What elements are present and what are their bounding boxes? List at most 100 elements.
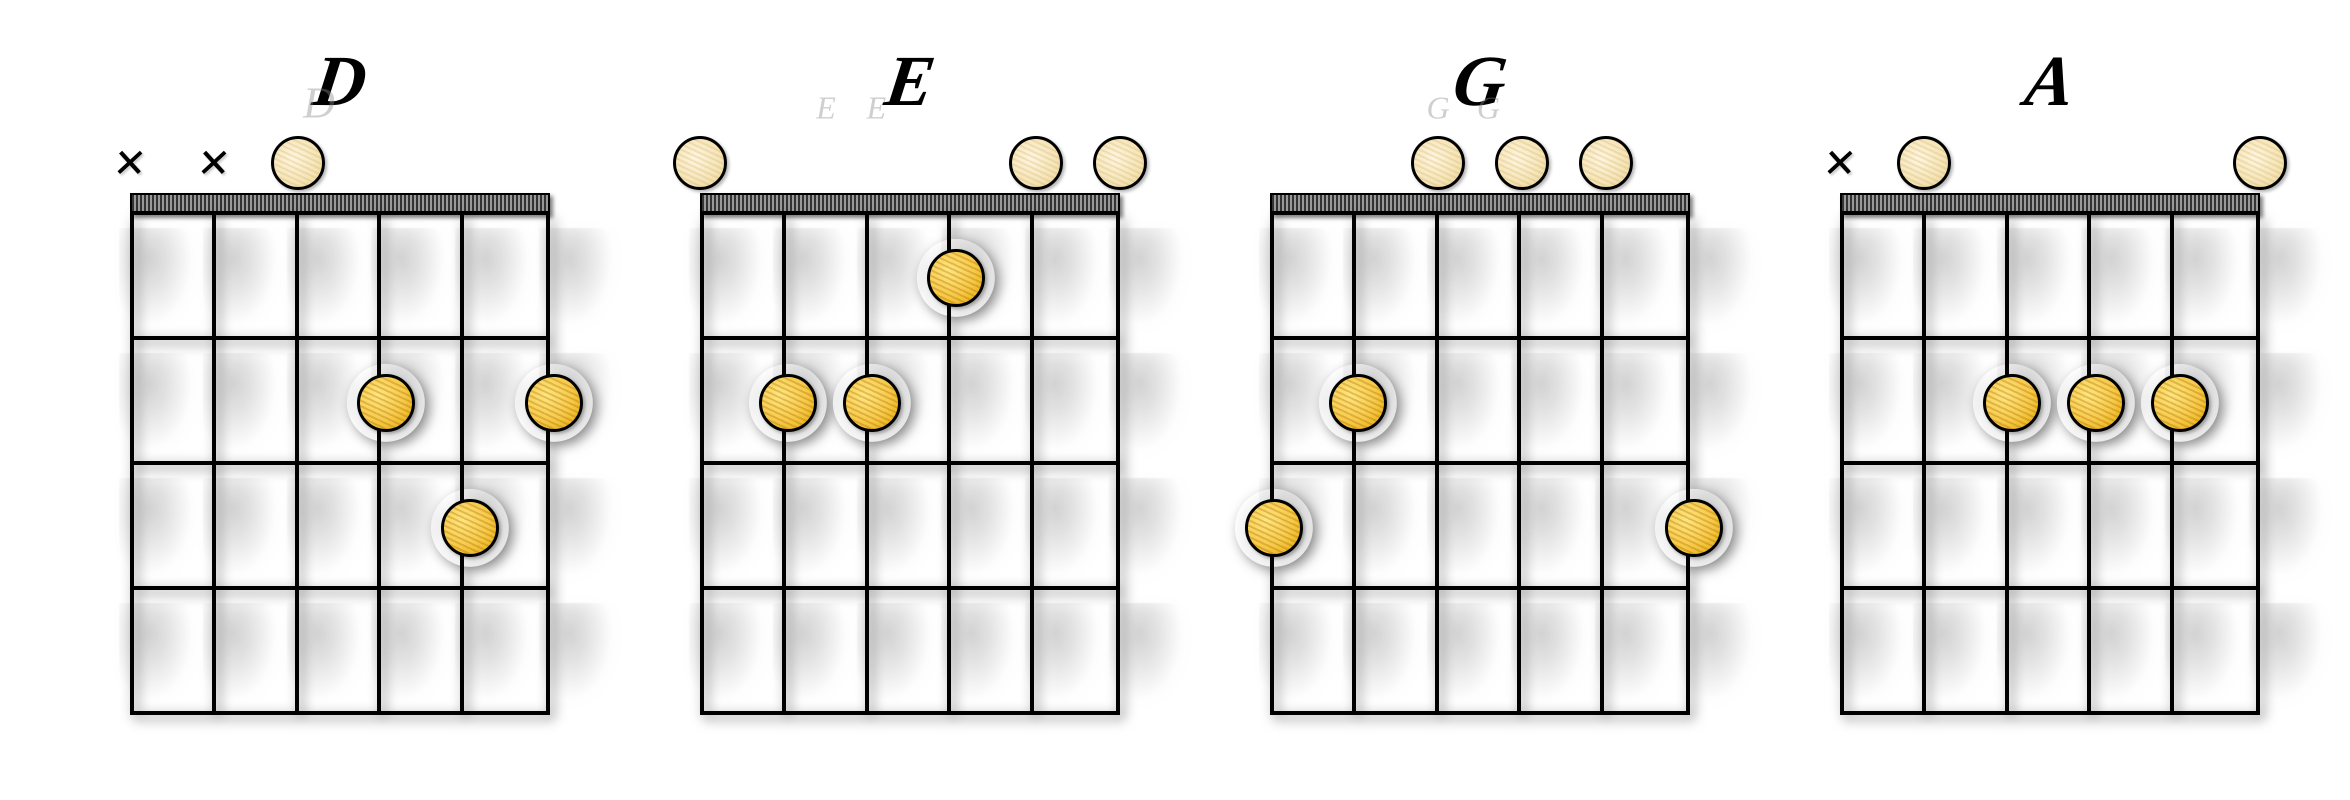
fret-row — [134, 340, 546, 465]
grid-cell — [1521, 590, 1603, 715]
finger-marker — [525, 374, 583, 432]
grid-cell — [216, 590, 298, 715]
ghost-label: E — [816, 90, 836, 127]
header-row: EE — [700, 133, 1120, 193]
grid-cell — [464, 215, 546, 340]
grid-cell — [704, 590, 786, 715]
grid-cell — [1604, 215, 1686, 340]
fret-grid — [1840, 215, 2260, 715]
grid-cell — [951, 590, 1033, 715]
open-string-marker — [1093, 136, 1147, 190]
finger-marker — [2067, 374, 2125, 432]
ghost-label: G — [1426, 90, 1449, 127]
chord-chart-container: DD××EEEGGGA× — [0, 0, 2350, 755]
grid-cell — [869, 465, 951, 590]
fretboard — [1840, 215, 2260, 715]
grid-cell — [134, 465, 216, 590]
mute-marker: × — [111, 131, 149, 195]
grid-cell — [1604, 590, 1686, 715]
chord-name: A — [2020, 40, 2080, 123]
grid-cell — [216, 465, 298, 590]
ghost-shadow — [1679, 228, 1755, 328]
grid-cell — [1439, 215, 1521, 340]
fret-row — [1844, 465, 2256, 590]
open-string-marker — [1009, 136, 1063, 190]
ghost-shadow — [2249, 603, 2325, 703]
grid-cell — [1844, 215, 1926, 340]
fretboard — [1270, 215, 1690, 715]
finger-marker — [927, 249, 985, 307]
fret-grid — [700, 215, 1120, 715]
fret-row — [1844, 215, 2256, 340]
grid-cell — [1034, 340, 1116, 465]
fret-row — [1844, 590, 2256, 715]
grid-cell — [1521, 215, 1603, 340]
grid-cell — [2174, 215, 2256, 340]
fret-grid — [130, 215, 550, 715]
grid-cell — [1034, 215, 1116, 340]
grid-cell — [216, 340, 298, 465]
grid-cell — [786, 465, 868, 590]
fret-row — [134, 590, 546, 715]
grid-cell — [2091, 215, 2173, 340]
grid-cell — [951, 340, 1033, 465]
ghost-shadow — [539, 478, 615, 578]
open-string-marker — [1579, 136, 1633, 190]
fretboard — [130, 215, 550, 715]
ghost-shadow — [2249, 228, 2325, 328]
mute-marker: × — [1821, 131, 1859, 195]
finger-marker — [759, 374, 817, 432]
header-row: GG — [1270, 133, 1690, 193]
open-string-marker — [2233, 136, 2287, 190]
fret-row — [1274, 465, 1686, 590]
fret-row — [704, 215, 1116, 340]
grid-cell — [381, 215, 463, 340]
grid-cell — [786, 215, 868, 340]
grid-cell — [216, 215, 298, 340]
grid-cell — [299, 465, 381, 590]
fret-row — [1274, 590, 1686, 715]
finger-marker — [357, 374, 415, 432]
chord-diagram-d: DD×× — [130, 40, 550, 715]
nut — [130, 193, 550, 215]
grid-cell — [1356, 465, 1438, 590]
fret-row — [134, 215, 546, 340]
ghost-shadow — [1679, 603, 1755, 703]
finger-marker — [843, 374, 901, 432]
fret-row — [1274, 215, 1686, 340]
grid-cell — [1844, 465, 1926, 590]
ghost-shadow — [1109, 478, 1185, 578]
grid-cell — [1604, 340, 1686, 465]
grid-cell — [869, 590, 951, 715]
chord-diagram-a: A× — [1840, 40, 2260, 715]
grid-cell — [786, 590, 868, 715]
open-string-marker — [673, 136, 727, 190]
finger-marker — [1983, 374, 2041, 432]
grid-cell — [951, 465, 1033, 590]
chord-diagram-g: GGG — [1270, 40, 1690, 715]
grid-cell — [1844, 590, 1926, 715]
grid-cell — [2091, 590, 2173, 715]
grid-cell — [704, 465, 786, 590]
ghost-shadow — [539, 603, 615, 703]
fret-row — [704, 590, 1116, 715]
grid-cell — [1521, 465, 1603, 590]
grid-cell — [1844, 340, 1926, 465]
nut — [1840, 193, 2260, 215]
grid-cell — [1439, 340, 1521, 465]
ghost-shadow — [1679, 353, 1755, 453]
grid-cell — [299, 215, 381, 340]
grid-cell — [1926, 215, 2008, 340]
grid-cell — [1926, 590, 2008, 715]
grid-cell — [1034, 465, 1116, 590]
chord-name: D — [308, 40, 372, 123]
grid-cell — [1356, 215, 1438, 340]
mute-marker: × — [195, 131, 233, 195]
finger-marker — [1329, 374, 1387, 432]
grid-cell — [1356, 590, 1438, 715]
open-string-marker — [1897, 136, 1951, 190]
fret-grid — [1270, 215, 1690, 715]
grid-cell — [381, 590, 463, 715]
grid-cell — [2009, 465, 2091, 590]
finger-marker — [1665, 499, 1723, 557]
